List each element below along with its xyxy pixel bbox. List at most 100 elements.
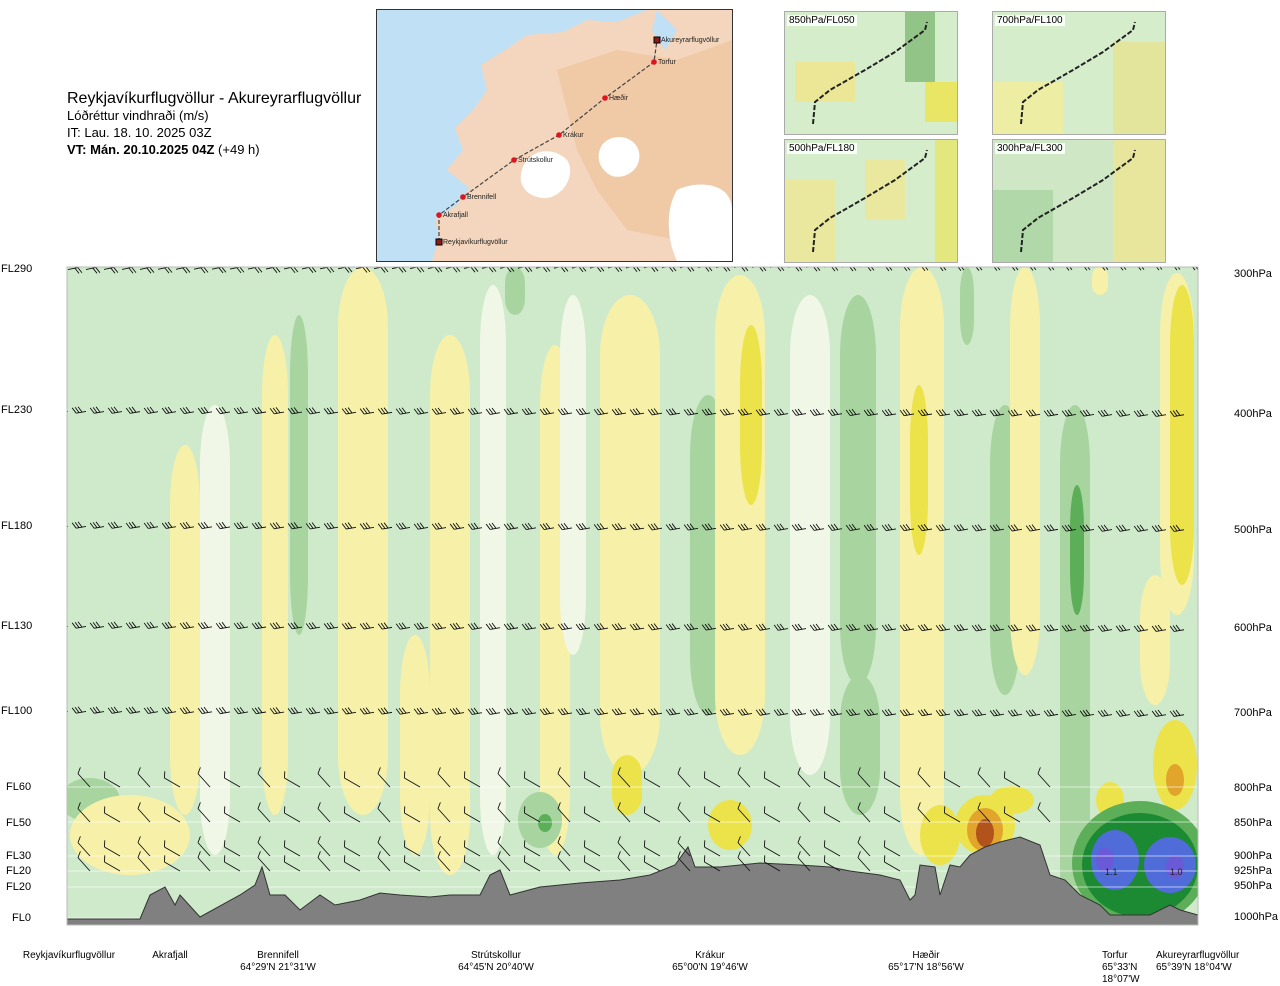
fl-label-0: FL0 — [12, 912, 31, 924]
fl-label-290: FL290 — [1, 263, 33, 275]
velocity-cell — [70, 795, 190, 875]
chart-subtitle: Lóðréttur vindhraði (m/s) — [67, 108, 209, 123]
wind-barb — [857, 851, 871, 872]
wind-barb — [163, 840, 181, 857]
wind-barb — [791, 708, 807, 716]
wind-barb — [1097, 624, 1113, 632]
station-strutskollur-coord: 64°45'N 20°40'W — [458, 962, 534, 973]
wind-barb — [449, 407, 465, 415]
wind-barb — [323, 522, 339, 530]
wind-barb — [575, 623, 591, 631]
wind-barb — [377, 622, 393, 630]
wind-barb — [233, 406, 249, 415]
wind-barb — [497, 851, 511, 872]
wind-barb — [163, 771, 181, 788]
wind-barb — [917, 624, 933, 632]
station-akureyri: Akureyrarflugvöllur 65°39'N 18°04'W — [1156, 950, 1274, 974]
velocity-band — [1140, 575, 1170, 705]
wind-barb — [763, 855, 781, 872]
velocity-band — [338, 267, 388, 815]
wind-barb — [737, 623, 753, 631]
wind-barb — [77, 851, 91, 872]
wind-barb — [223, 771, 241, 788]
wind-barb — [557, 836, 571, 857]
wind-barb — [643, 806, 661, 823]
wind-barb — [737, 767, 751, 788]
wind-barb — [137, 802, 151, 823]
velocity-cell — [990, 786, 1034, 814]
wind-barb — [737, 802, 751, 823]
wind-barb — [899, 408, 915, 417]
wind-barb — [107, 406, 123, 414]
wind-barb — [877, 267, 893, 272]
wind-barb — [1133, 624, 1149, 632]
wind-barb — [629, 708, 645, 716]
wind-barb — [257, 851, 271, 872]
wind-barb — [431, 522, 447, 530]
waypoint-marker — [511, 157, 517, 163]
valid-time-offset: (+49 h) — [218, 142, 260, 157]
wind-barb — [953, 524, 969, 532]
wind-barb — [71, 406, 87, 414]
wind-barb — [1007, 624, 1023, 632]
wind-barb — [1115, 409, 1131, 417]
wind-barb — [89, 621, 105, 629]
wind-barb — [523, 806, 541, 823]
wind-barb — [881, 623, 897, 632]
wind-barb — [1003, 771, 1021, 788]
wind-barb — [809, 623, 825, 631]
station-torfur-coord: 65°33'N 18°07'W — [1102, 962, 1140, 985]
wind-barb — [823, 806, 841, 823]
wind-barb — [827, 408, 843, 416]
wind-barb — [791, 623, 807, 631]
wind-barb — [863, 408, 879, 417]
wind-barb — [643, 840, 661, 857]
fl-label-180: FL180 — [1, 520, 33, 532]
waypoint-marker — [556, 132, 562, 138]
wind-barb — [827, 708, 843, 716]
wind-barb — [283, 855, 301, 872]
wind-barb — [233, 621, 249, 630]
wind-barb — [557, 522, 573, 531]
wind-barb — [163, 855, 181, 872]
wind-barb — [935, 524, 951, 532]
wind-barb — [539, 622, 555, 631]
velocity-cell — [920, 805, 960, 865]
wind-barb — [485, 707, 501, 715]
plot-frame — [66, 266, 1199, 926]
wind-barb — [413, 622, 429, 630]
wind-barb — [617, 836, 631, 857]
wind-barb — [283, 806, 301, 823]
wind-barb — [931, 267, 947, 272]
wind-barb — [197, 767, 211, 788]
wind-barb — [413, 407, 429, 415]
wind-barb — [703, 771, 721, 788]
wind-barb — [467, 522, 483, 530]
wind-barb — [809, 408, 825, 416]
wind-barb — [665, 708, 681, 716]
wind-barb — [1133, 409, 1149, 417]
wind-barb — [143, 406, 159, 414]
wind-barb — [215, 521, 231, 530]
wind-barb — [215, 406, 231, 415]
wind-barb — [287, 407, 303, 415]
wind-barb — [593, 708, 609, 716]
wind-barb — [557, 622, 573, 631]
waypoint-label: Torfur — [658, 59, 677, 66]
wind-barb — [251, 622, 267, 630]
wind-barb — [103, 806, 121, 823]
wind-barb — [617, 802, 631, 823]
wind-barb — [103, 855, 121, 872]
velocity-cell — [708, 800, 752, 850]
glacier-2 — [598, 136, 640, 177]
wind-barb — [863, 623, 879, 632]
wind-barb — [1154, 267, 1163, 271]
wind-barb — [71, 621, 87, 629]
wind-barb — [317, 836, 331, 857]
wind-barb — [449, 622, 465, 630]
wind-barb — [845, 408, 861, 416]
wind-barb — [1151, 524, 1167, 532]
wind-barb — [683, 708, 699, 716]
wind-barb — [485, 622, 501, 630]
glacier-1 — [520, 151, 571, 199]
